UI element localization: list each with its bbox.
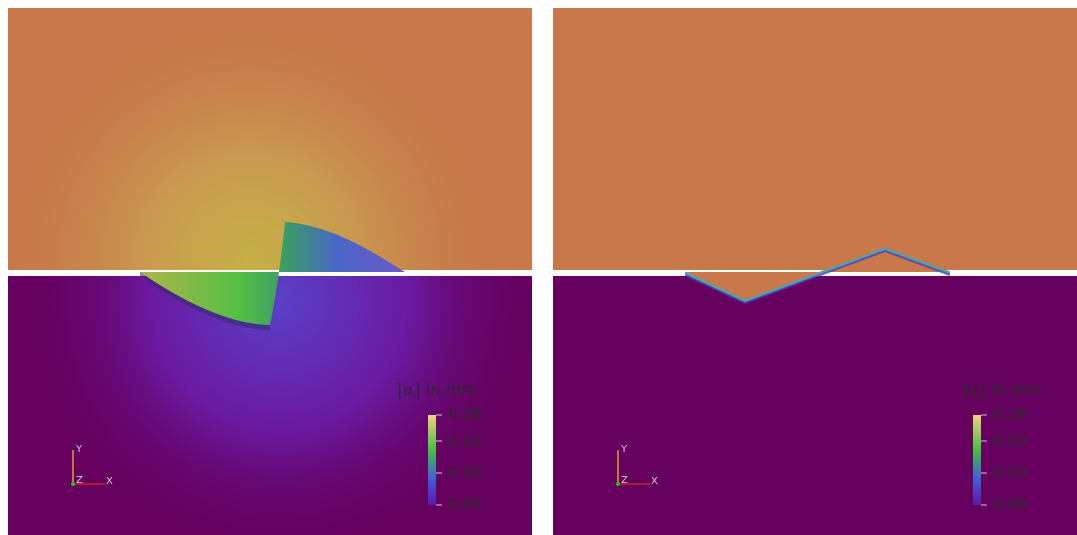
colorbar-title: |ui| in mm xyxy=(397,380,477,403)
axis-label-y: Y xyxy=(76,444,83,455)
displaced-interface xyxy=(140,222,405,325)
colorbar-title: |ui| in mm xyxy=(962,380,1042,403)
colorbar-tick: 0.28 xyxy=(993,405,1027,423)
colorbar-tick: 0.00 xyxy=(993,495,1027,513)
axis-label-x: X xyxy=(651,476,658,487)
left-panel: |ui| in mm 0.28 0.20 0.10 0.00 Y Z X xyxy=(0,0,532,535)
axis-label-y: Y xyxy=(621,444,628,455)
axis-label-x: X xyxy=(106,476,113,487)
colorbar-tick: 0.28 xyxy=(448,405,482,423)
upper-region xyxy=(553,8,1077,270)
colorbar-tick: 0.10 xyxy=(993,463,1027,481)
colorbar-scale xyxy=(428,415,436,505)
axis-label-z: Z xyxy=(76,475,83,486)
colorbar-tick: 0.10 xyxy=(448,463,482,481)
colorbar-tick: 0.20 xyxy=(993,432,1027,450)
left-field-plot xyxy=(0,8,532,535)
axis-label-z: Z xyxy=(621,475,628,486)
interface-bump xyxy=(685,248,950,300)
right-field-plot xyxy=(545,8,1077,535)
colorbar-tick: 0.00 xyxy=(448,495,482,513)
colorbar-scale xyxy=(973,415,981,505)
interface-line xyxy=(684,247,951,303)
lower-region xyxy=(553,276,1077,535)
colorbar-tick: 0.20 xyxy=(448,432,482,450)
right-panel: |ui| in mm 0.28 0.20 0.10 0.00 Y Z X xyxy=(545,0,1077,535)
